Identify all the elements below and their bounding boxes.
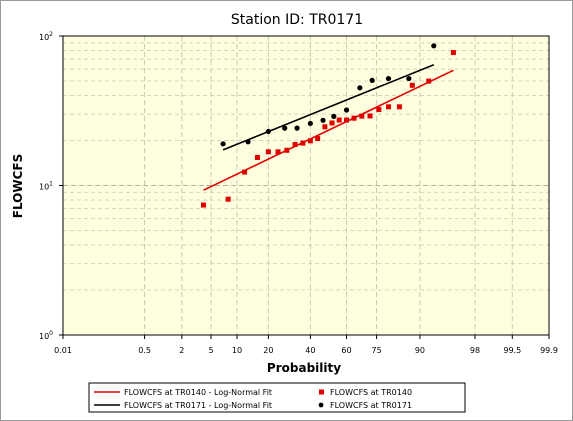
x-tick-label: 5 <box>208 346 213 355</box>
tr0171_obs-point <box>406 75 412 82</box>
x-tick-label: 0.01 <box>54 346 72 355</box>
tr0140_obs-point <box>409 82 415 88</box>
y-tick-label: 100 <box>39 330 53 341</box>
tr0140_fit-fit-line <box>203 69 454 191</box>
legend-label: FLOWCFS at TR0140 - Log-Normal Fit <box>124 388 272 397</box>
tr0140_obs-point <box>329 120 335 126</box>
tr0171_obs-point <box>331 113 337 119</box>
y-axis-label: FLOWCFS <box>11 154 25 219</box>
tr0140_obs-point <box>315 136 321 142</box>
tr0171_obs-point <box>431 43 437 49</box>
tr0140_obs-point <box>265 149 271 155</box>
tr0171_obs-point <box>220 141 226 147</box>
tr0140_obs-point <box>450 50 456 56</box>
y-tick-label: 102 <box>39 31 53 42</box>
tr0140_obs-point <box>426 78 432 84</box>
x-tick-label: 99.5 <box>503 346 521 355</box>
x-tick-label: 40 <box>305 346 315 355</box>
tr0171_obs-point <box>369 77 375 83</box>
tr0140_obs-point <box>376 107 382 113</box>
tr0140_obs-point <box>254 154 260 160</box>
data-series <box>200 43 456 208</box>
tr0140_obs-point <box>242 169 248 175</box>
tr0140_obs-point <box>292 142 298 148</box>
x-tick-label: 75 <box>371 346 381 355</box>
tr0171_obs-point <box>385 75 392 82</box>
tr0140_obs-point <box>225 196 231 202</box>
axes: 0.01 0.5 2 5 10 20 40 60 75 90 98 99.5 99.9 100 101 102 <box>39 31 558 355</box>
tr0140_obs-point <box>367 113 373 119</box>
tr0140_obs-point <box>336 117 342 123</box>
tr0171_obs-point <box>282 125 288 131</box>
x-tick-label: 99.9 <box>540 346 558 355</box>
tr0140_obs-point <box>275 149 281 155</box>
legend-label: FLOWCFS at TR0140 <box>330 388 412 397</box>
tr0171_fit-fit-line <box>222 63 435 151</box>
legend-square-swatch <box>319 389 324 395</box>
tr0140_obs-point <box>396 104 402 110</box>
x-axis-label: Probability <box>267 361 341 375</box>
x-tick-label: 60 <box>341 346 351 355</box>
tr0140_obs-point <box>359 113 365 119</box>
tr0140_obs-point <box>344 117 350 123</box>
x-tick-label: 10 <box>232 346 242 355</box>
x-tick-label: 0.5 <box>138 346 151 355</box>
tr0171_obs-point <box>320 117 326 123</box>
legend-circle-swatch <box>318 402 324 408</box>
tr0171_obs-point <box>343 107 350 113</box>
x-tick-label: 90 <box>415 346 425 355</box>
tr0171_obs-point <box>294 125 300 131</box>
chart-title: Station ID: TR0171 <box>231 12 363 28</box>
tr0171_obs-point <box>357 85 363 91</box>
legend-label: FLOWCFS at TR0171 - Log-Normal Fit <box>124 401 272 410</box>
legend-label: FLOWCFS at TR0171 <box>330 401 412 410</box>
legend-box <box>88 382 466 413</box>
tr0140_obs-point <box>307 138 313 144</box>
y-tick-label: 101 <box>39 181 53 192</box>
x-tick-label: 98 <box>470 346 480 355</box>
x-tick-label: 2 <box>179 346 184 355</box>
tr0140_obs-point <box>200 202 206 208</box>
legend: FLOWCFS at TR0140 - Log-Normal Fit FLOWCF… <box>88 382 466 413</box>
x-tick-label: 20 <box>263 346 273 355</box>
tr0140_obs-point <box>322 124 328 130</box>
tr0140_obs-point <box>386 104 392 110</box>
tr0171_obs-point <box>307 120 313 127</box>
